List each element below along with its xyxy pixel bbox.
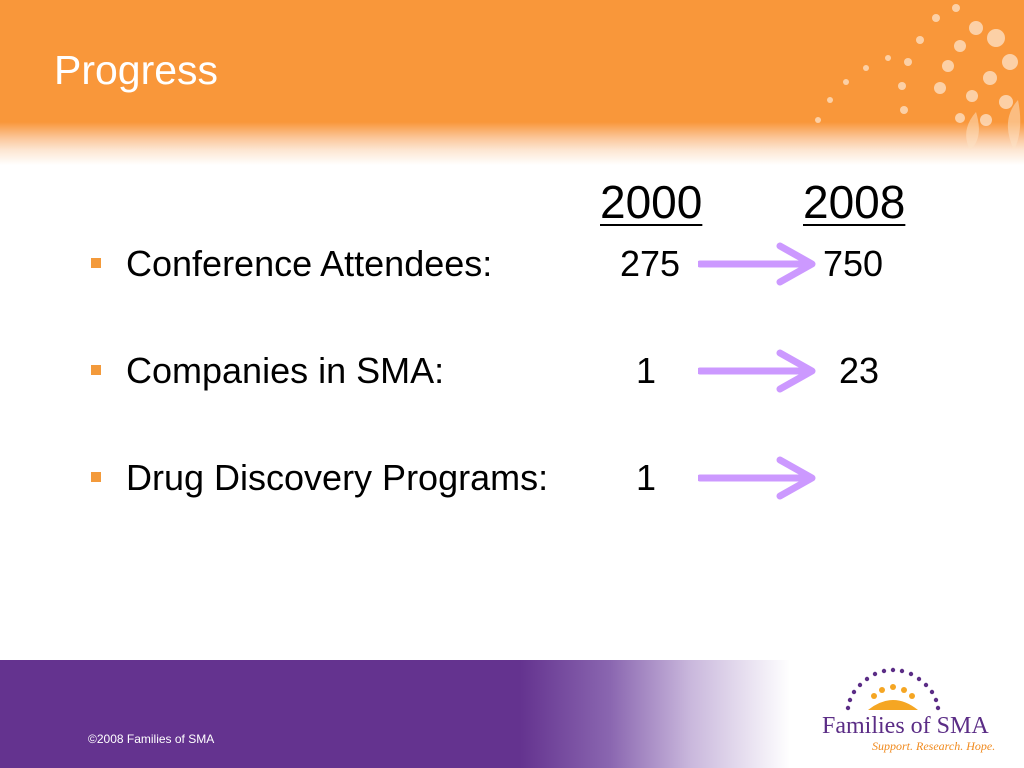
logo-name: Families of SMA: [822, 713, 989, 739]
row-label: Conference Attendees:: [126, 243, 493, 284]
value-2000: 1: [635, 457, 657, 498]
value-2008: 23: [838, 350, 880, 391]
bullet-icon: [91, 258, 101, 268]
sunburst-decoration-icon: [815, 4, 1021, 150]
slide-title: Progress: [54, 47, 219, 93]
arrow-right-icon: [698, 242, 816, 286]
column-header-2008: 2008: [803, 176, 906, 228]
column-header-2000: 2000: [600, 176, 703, 228]
bullet-icon: [91, 472, 101, 482]
header-band: [0, 0, 1024, 165]
arrow-right-icon: [698, 456, 816, 500]
value-2008: 750: [822, 243, 884, 284]
value-2000: 275: [619, 243, 681, 284]
list-item-companies-in-sma: Companies in SMA: 1 23: [0, 346, 1024, 396]
logo-tagline: Support. Research. Hope.: [872, 739, 996, 753]
bullet-icon: [91, 365, 101, 375]
families-of-sma-logo: Families of SMA Support. Research. Hope.: [816, 660, 1006, 768]
list-item-drug-discovery-programs: Drug Discovery Programs: 1: [0, 453, 1024, 503]
copyright-text: ©2008 Families of SMA: [88, 732, 215, 746]
footer-band: [0, 660, 1024, 768]
value-2000: 1: [635, 350, 657, 391]
row-label: Drug Discovery Programs:: [126, 457, 549, 498]
list-item-conference-attendees: Conference Attendees: 275 750: [0, 239, 1024, 289]
arrow-right-icon: [698, 349, 816, 393]
logo-sun-arc-icon: [845, 667, 941, 711]
row-label: Companies in SMA:: [126, 350, 445, 391]
